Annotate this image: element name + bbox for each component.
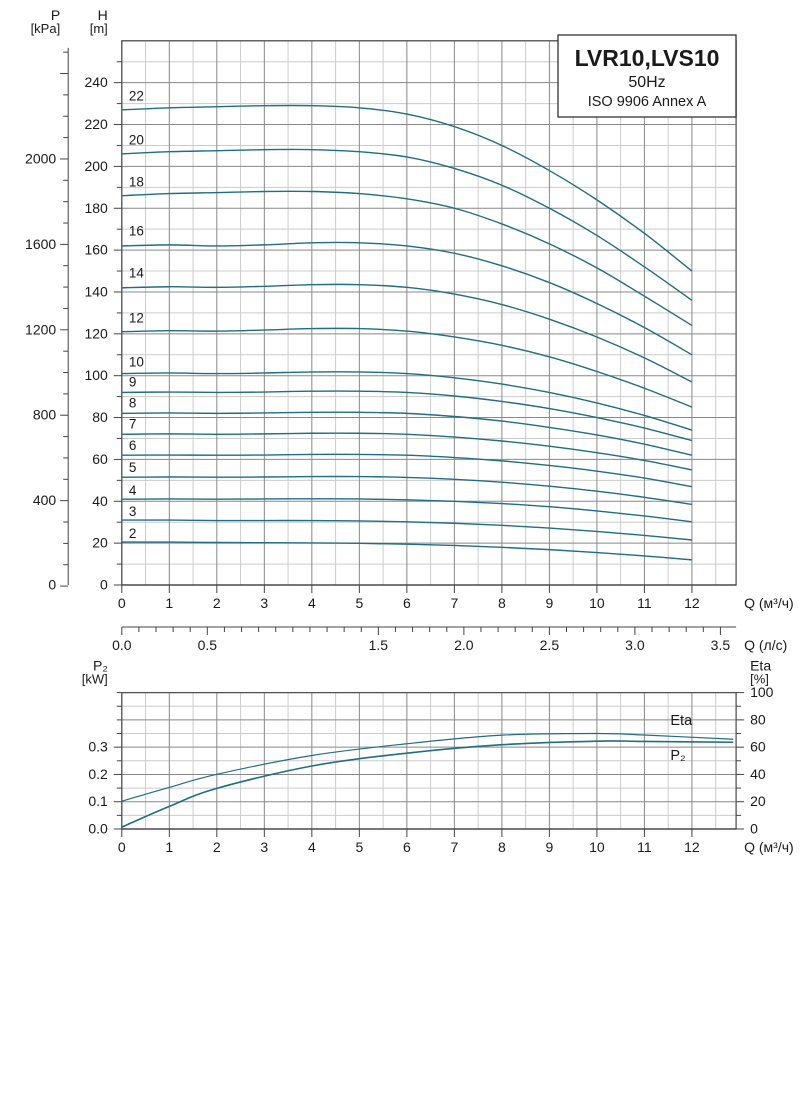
svg-text:3.5: 3.5 [711,637,731,653]
svg-text:7: 7 [450,839,458,855]
svg-text:4: 4 [308,839,316,855]
svg-text:3: 3 [260,839,268,855]
svg-text:0.5: 0.5 [198,637,218,653]
svg-text:240: 240 [84,74,108,90]
svg-text:10: 10 [129,354,144,369]
svg-text:60: 60 [750,739,766,755]
svg-text:20: 20 [129,132,144,147]
svg-text:0: 0 [750,821,758,837]
svg-text:P₂: P₂ [670,748,685,764]
svg-text:80: 80 [750,711,766,727]
svg-text:7: 7 [450,595,458,611]
svg-text:160: 160 [84,242,108,258]
svg-text:0: 0 [100,577,108,593]
svg-text:180: 180 [84,200,108,216]
svg-text:0.3: 0.3 [88,739,108,755]
svg-text:6: 6 [129,438,137,453]
svg-text:2.0: 2.0 [454,637,474,653]
svg-text:Eta: Eta [670,713,693,729]
svg-text:0.0: 0.0 [112,637,132,653]
svg-text:9: 9 [545,595,553,611]
svg-text:14: 14 [129,265,145,280]
svg-text:0.2: 0.2 [88,766,108,782]
svg-text:Q (м³/ч): Q (м³/ч) [744,595,794,611]
svg-text:40: 40 [92,493,108,509]
svg-text:20: 20 [92,535,108,551]
svg-text:0.0: 0.0 [88,821,108,837]
svg-text:2000: 2000 [25,150,56,166]
svg-text:9: 9 [129,375,137,390]
svg-text:6: 6 [403,595,411,611]
svg-text:2: 2 [213,839,221,855]
svg-text:0: 0 [118,595,126,611]
svg-text:1: 1 [165,595,173,611]
svg-text:50Hz: 50Hz [628,74,665,91]
svg-text:3: 3 [129,504,137,519]
svg-text:12: 12 [129,310,144,325]
svg-text:9: 9 [545,839,553,855]
svg-text:10: 10 [589,595,605,611]
svg-text:[kPa]: [kPa] [31,21,61,36]
svg-text:3.0: 3.0 [625,637,645,653]
svg-text:Q (л/с): Q (л/с) [744,637,787,653]
svg-text:2: 2 [213,595,221,611]
svg-text:LVR10,LVS10: LVR10,LVS10 [575,45,720,71]
svg-text:ISO 9906 Annex A: ISO 9906 Annex A [588,94,707,110]
svg-text:8: 8 [129,396,137,411]
svg-text:11: 11 [637,839,652,855]
svg-text:6: 6 [403,839,411,855]
svg-text:1.5: 1.5 [369,637,389,653]
svg-text:220: 220 [84,116,108,132]
svg-text:0: 0 [118,839,126,855]
svg-text:800: 800 [33,407,57,423]
svg-text:1: 1 [165,839,173,855]
svg-text:20: 20 [750,793,766,809]
svg-text:8: 8 [498,595,506,611]
svg-text:1600: 1600 [25,236,56,252]
svg-text:12: 12 [684,595,700,611]
svg-text:1200: 1200 [25,321,56,337]
svg-text:2.5: 2.5 [540,637,560,653]
svg-text:12: 12 [684,839,700,855]
svg-text:0.1: 0.1 [88,793,108,809]
svg-text:8: 8 [498,839,506,855]
svg-text:10: 10 [589,839,605,855]
svg-text:5: 5 [129,460,137,475]
svg-text:22: 22 [129,88,144,103]
svg-text:40: 40 [750,766,766,782]
svg-text:200: 200 [84,158,108,174]
svg-text:2: 2 [129,526,137,541]
svg-text:100: 100 [84,367,108,383]
svg-text:5: 5 [355,839,363,855]
svg-text:120: 120 [84,325,108,341]
svg-text:[m]: [m] [90,21,108,36]
svg-text:400: 400 [33,492,57,508]
svg-text:4: 4 [308,595,316,611]
svg-text:[%]: [%] [750,672,769,687]
svg-text:80: 80 [92,409,108,425]
svg-text:140: 140 [84,283,108,299]
svg-text:60: 60 [92,451,108,467]
svg-text:18: 18 [129,174,144,189]
svg-text:0: 0 [48,577,56,593]
svg-text:11: 11 [637,595,652,611]
svg-text:3: 3 [260,595,268,611]
svg-text:[kW]: [kW] [82,672,108,687]
svg-text:7: 7 [129,417,137,432]
svg-text:5: 5 [355,595,363,611]
svg-text:Q (м³/ч): Q (м³/ч) [744,839,794,855]
svg-text:16: 16 [129,223,144,238]
svg-text:4: 4 [129,483,137,498]
